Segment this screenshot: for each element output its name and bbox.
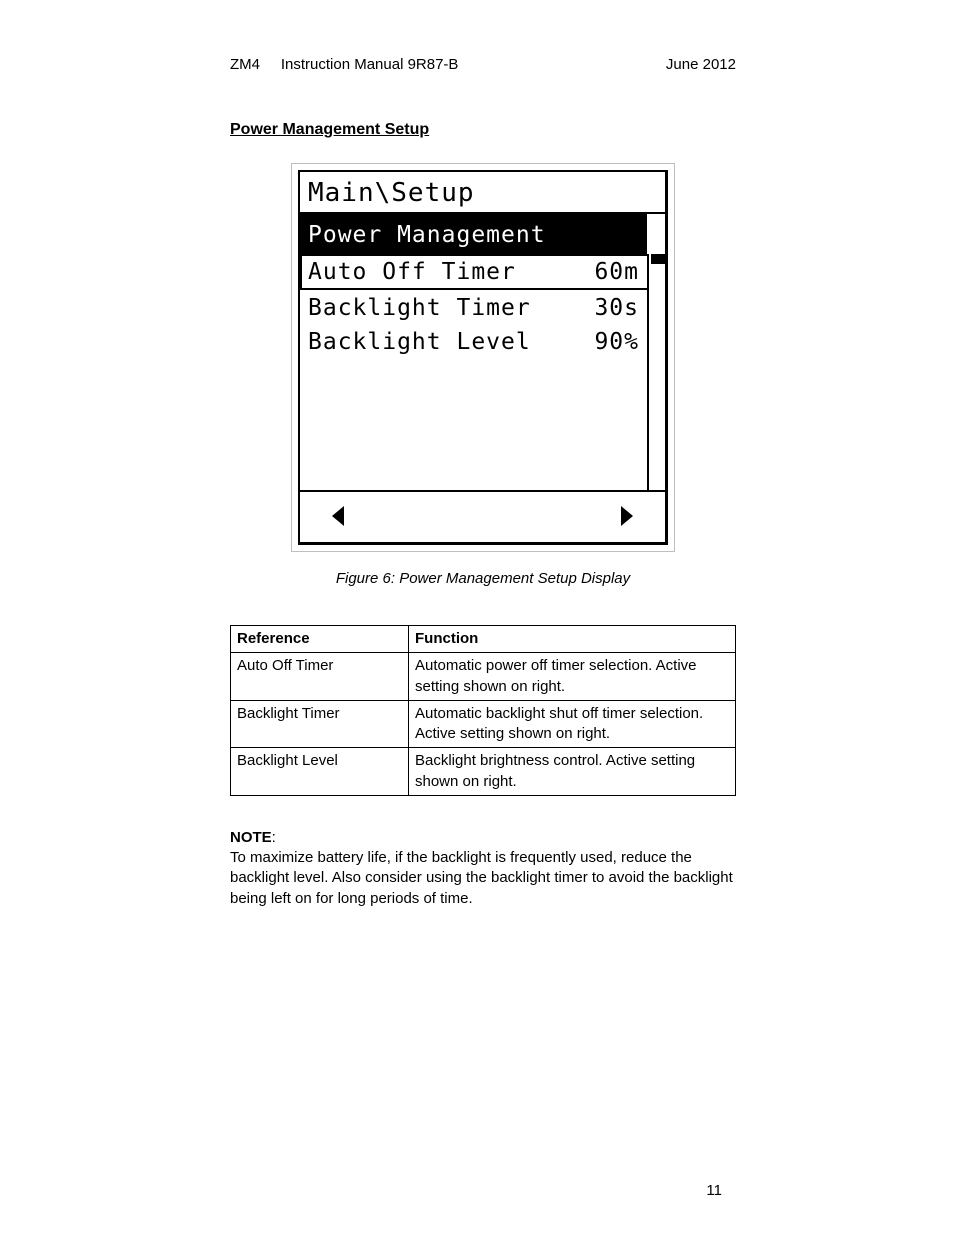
table-row: Backlight LevelBacklight brightness cont… xyxy=(231,748,736,796)
reference-table: Reference Function Auto Off TimerAutomat… xyxy=(230,625,736,796)
lcd-section-header: Power Management xyxy=(300,214,665,254)
header-left: ZM4 Instruction Manual 9R87-B xyxy=(230,56,458,73)
table-cell-reference: Auto Off Timer xyxy=(231,653,409,701)
lcd-menu-item-value: 60m xyxy=(594,259,639,285)
header-date: June 2012 xyxy=(666,56,736,73)
lcd-menu-item[interactable]: Auto Off Timer 60m xyxy=(300,254,649,290)
table-cell-reference: Backlight Level xyxy=(231,748,409,796)
table-header-reference: Reference xyxy=(231,626,409,653)
table-cell-function: Backlight brightness control. Active set… xyxy=(409,748,736,796)
page-header: ZM4 Instruction Manual 9R87-B June 2012 xyxy=(230,56,736,73)
table-cell-function: Automatic backlight shut off timer selec… xyxy=(409,700,736,748)
lcd-menu-item-label: Auto Off Timer xyxy=(308,259,516,285)
lcd-menu-item-label: Backlight Level xyxy=(308,329,531,355)
section-title: Power Management Setup xyxy=(230,121,736,139)
note-label: NOTE xyxy=(230,829,272,846)
header-product: ZM4 xyxy=(230,56,260,73)
triangle-right-icon[interactable] xyxy=(617,504,635,532)
lcd-menu-item-label: Backlight Timer xyxy=(308,295,531,321)
lcd-menu-item-value: 30s xyxy=(594,295,639,321)
note-colon: : xyxy=(272,829,276,846)
lcd-scrollbar-thumb xyxy=(651,254,665,264)
lcd-menu-item-value: 90% xyxy=(594,329,639,355)
lcd-menu-rows: Auto Off Timer60mBacklight Timer30sBackl… xyxy=(300,254,649,358)
table-header-function: Function xyxy=(409,626,736,653)
triangle-left-icon[interactable] xyxy=(330,504,348,532)
table-cell-reference: Backlight Timer xyxy=(231,700,409,748)
table-cell-function: Automatic power off timer selection. Act… xyxy=(409,653,736,701)
figure-caption: Figure 6: Power Management Setup Display xyxy=(230,570,736,587)
lcd-body: Auto Off Timer60mBacklight Timer30sBackl… xyxy=(300,254,665,490)
note-block: NOTE: To maximize battery life, if the b… xyxy=(230,828,736,909)
header-doc: Instruction Manual 9R87-B xyxy=(281,56,459,73)
table-row: Backlight TimerAutomatic backlight shut … xyxy=(231,700,736,748)
lcd-nav-bar xyxy=(300,490,665,542)
page-number: 11 xyxy=(706,1182,722,1199)
lcd-screen: Main\Setup Power Management Auto Off Tim… xyxy=(298,170,668,545)
lcd-scrollbar-track xyxy=(647,254,665,490)
lcd-breadcrumb: Main\Setup xyxy=(300,172,665,214)
lcd-menu-item[interactable]: Backlight Level 90% xyxy=(302,326,647,358)
table-row: Auto Off TimerAutomatic power off timer … xyxy=(231,653,736,701)
note-text: To maximize battery life, if the backlig… xyxy=(230,849,733,907)
lcd-screenshot: Main\Setup Power Management Auto Off Tim… xyxy=(291,163,675,552)
lcd-menu-item[interactable]: Backlight Timer 30s xyxy=(302,292,647,324)
